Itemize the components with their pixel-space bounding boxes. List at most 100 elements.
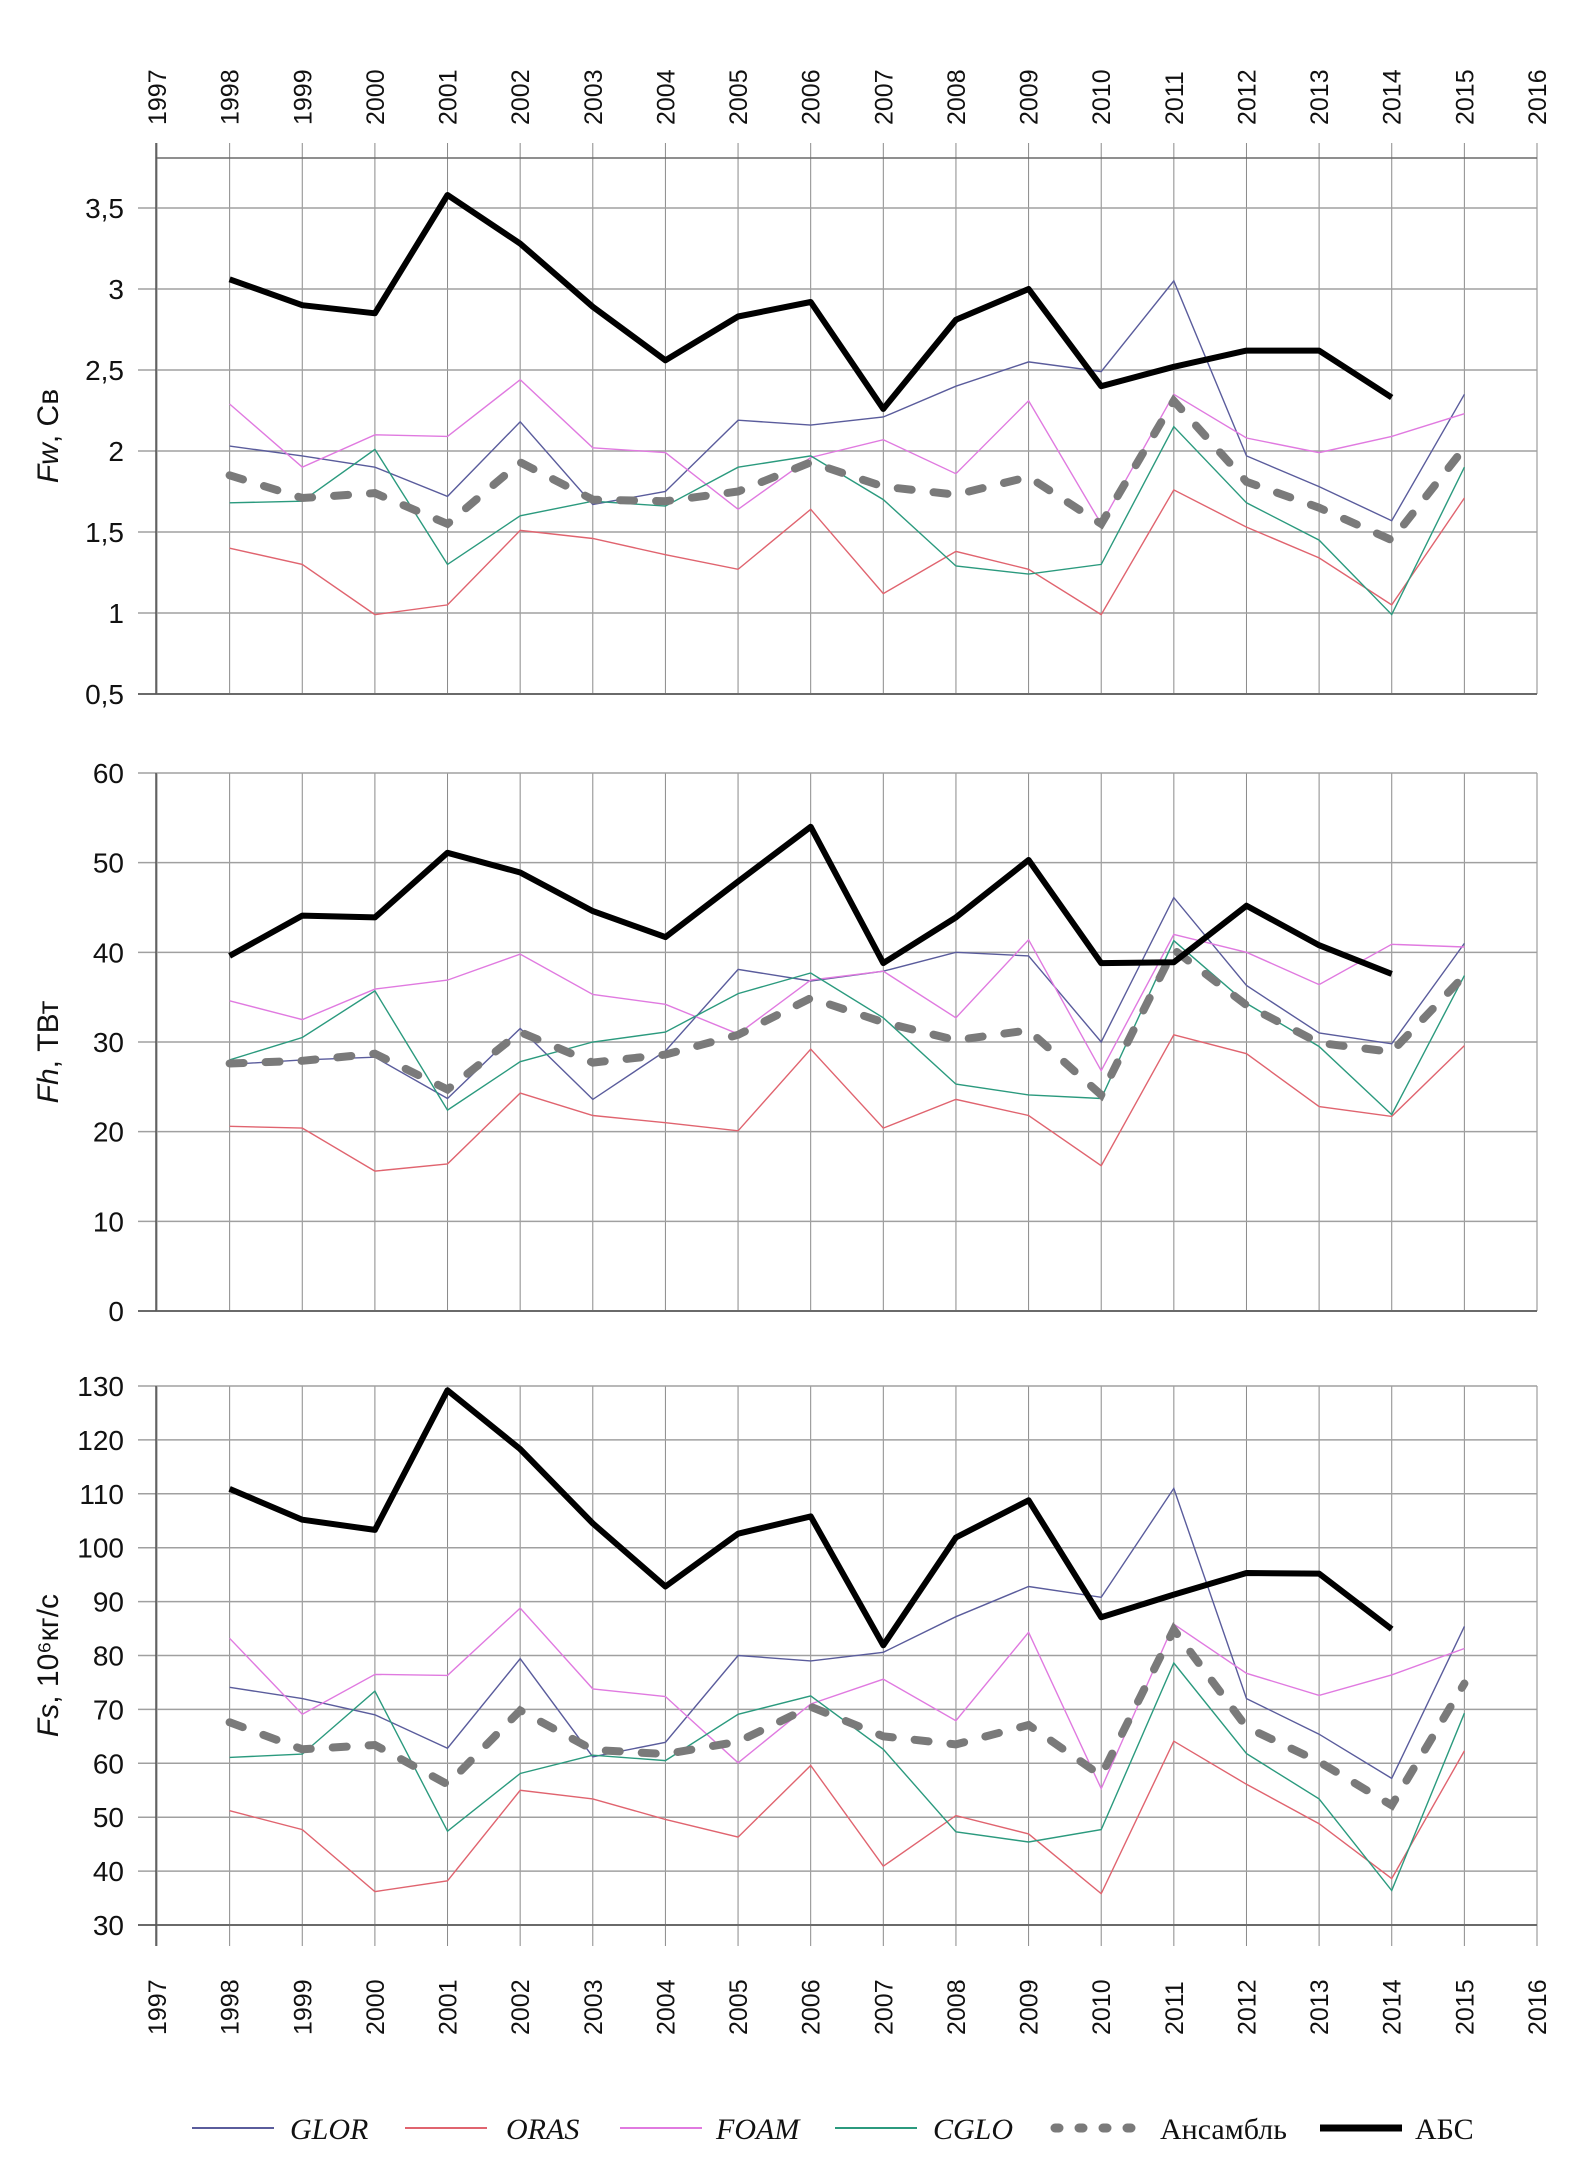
bottom-year-label: 1998	[217, 1979, 245, 2035]
top-year-label: 2001	[435, 69, 463, 125]
bottom-year-label: 2015	[1451, 1979, 1479, 2035]
panel-fs: 30 40 50 60 70 80 90 100 110 120 130 Fs, 10⁶кг/с	[32, 1371, 1538, 1946]
top-year-label: 2009	[1016, 69, 1044, 125]
y-tick-label: 80	[93, 1641, 124, 1672]
legend-label: Ансамбль	[1160, 2113, 1287, 2146]
legend-label: CGLO	[933, 2113, 1013, 2146]
bottom-year-label: 2002	[507, 1979, 535, 2035]
y-tick-label: 1,5	[85, 517, 124, 548]
top-year-axis: 1997 1998 1999 2000 2001 2002 2003 2004 2005 2006…	[144, 69, 1552, 125]
y-tick-label: 10	[93, 1206, 124, 1237]
y-axis-unit: , Св	[32, 389, 65, 443]
series-line-oras	[229, 1033, 1465, 1172]
y-tick-label: 50	[93, 848, 124, 879]
top-year-label: 2007	[870, 69, 898, 125]
y-tick-label: 0,5	[85, 679, 124, 710]
legend-item-abs: АБС	[1320, 2113, 1474, 2146]
bottom-year-label: 1997	[144, 1979, 172, 2035]
panel-fw: 0,5 1 1,5 2 2,5 3 3,5 Fw, Св	[32, 143, 1538, 710]
legend-item-cglo: CGLO	[835, 2113, 1013, 2146]
y-tick-label: 60	[93, 758, 124, 789]
top-year-label: 2000	[362, 69, 390, 125]
y-tick-label: 30	[93, 1910, 124, 1941]
top-year-label: 2012	[1233, 69, 1261, 125]
top-year-label: 2002	[507, 69, 535, 125]
top-year-label: 2010	[1088, 69, 1116, 125]
top-year-label: 2005	[725, 69, 753, 125]
bottom-year-label: 2016	[1524, 1979, 1552, 2035]
y-tick-label: 30	[93, 1027, 124, 1058]
series-line-foam	[229, 1607, 1465, 1791]
bottom-year-label: 2003	[580, 1979, 608, 2035]
series-line-glor	[229, 279, 1466, 522]
series-line-oras	[229, 1740, 1466, 1895]
series-line-cglo	[229, 939, 1466, 1116]
bottom-year-axis: 1997 1998 1999 2000 2001 2002 2003 2004 2005 2006…	[144, 1979, 1552, 2035]
top-year-label: 2011	[1161, 71, 1189, 125]
series-line-ens	[225, 943, 1469, 1102]
y-axis-title: Fs, 10⁶кг/с	[32, 1594, 65, 1737]
top-year-label: 2004	[652, 69, 680, 125]
legend-label: FOAM	[715, 2113, 801, 2146]
legend-item-glor: GLOR	[192, 2113, 368, 2146]
bottom-year-label: 2013	[1306, 1979, 1334, 2035]
y-tick-label: 100	[77, 1533, 124, 1564]
y-tick-label: 0	[108, 1296, 124, 1327]
y-tick-label: 130	[77, 1371, 124, 1402]
bottom-year-label: 2005	[725, 1979, 753, 2035]
legend-item-foam: FOAM	[620, 2113, 801, 2146]
top-year-label: 1998	[217, 69, 245, 125]
bottom-year-label: 2007	[870, 1979, 898, 2035]
y-tick-label: 90	[93, 1587, 124, 1618]
series-line-foam	[229, 933, 1465, 1073]
y-tick-label: 2	[108, 436, 124, 467]
bottom-year-label: 2009	[1016, 1979, 1044, 2035]
y-tick-label: 1	[108, 598, 124, 629]
top-year-label: 2003	[580, 69, 608, 125]
series-line-cglo	[229, 425, 1466, 616]
legend-label: ORAS	[506, 2113, 579, 2146]
bottom-year-label: 2011	[1161, 1981, 1189, 2035]
y-axis-title: Fw, Св	[32, 389, 65, 483]
bottom-year-label: 2001	[435, 1979, 463, 2035]
bottom-year-label: 1999	[289, 1979, 317, 2035]
series-line-ens	[225, 394, 1469, 546]
y-tick-label: 50	[93, 1802, 124, 1833]
series-line-ens	[225, 1621, 1469, 1811]
bottom-year-label: 2014	[1379, 1979, 1407, 2035]
bottom-year-label: 2008	[943, 1979, 971, 2035]
bottom-year-label: 2010	[1088, 1979, 1116, 2035]
y-axis-variable: Fs	[32, 1704, 65, 1737]
top-year-label: 1999	[289, 69, 317, 125]
top-year-label: 2008	[943, 69, 971, 125]
y-tick-label: 70	[93, 1694, 124, 1725]
series-line-foam	[229, 378, 1465, 526]
y-tick-label: 40	[93, 937, 124, 968]
legend-item-ens: Ансамбль	[1050, 2113, 1287, 2146]
y-tick-label: 20	[93, 1117, 124, 1148]
top-year-label: 2016	[1524, 69, 1552, 125]
series-line-cglo	[229, 1661, 1466, 1892]
top-year-label: 2013	[1306, 69, 1334, 125]
legend-label: GLOR	[290, 2113, 368, 2146]
series-line-oras	[229, 488, 1465, 616]
legend-label: АБС	[1415, 2113, 1474, 2146]
y-axis-unit: , ТВт	[32, 1000, 65, 1068]
top-year-label: 1997	[144, 69, 172, 125]
top-year-label: 2014	[1379, 69, 1407, 125]
panel-fh: 0 10 20 30 40 50 60 Fh, ТВт	[32, 758, 1538, 1327]
legend: GLOR ORAS FOAM CGLO Ансамбль АБС	[192, 2113, 1474, 2146]
y-tick-label: 110	[79, 1479, 124, 1510]
bottom-year-label: 2012	[1233, 1979, 1261, 2035]
y-axis-title: Fh, ТВт	[32, 1000, 65, 1103]
legend-item-oras: ORAS	[405, 2113, 579, 2146]
bottom-year-label: 2006	[798, 1979, 826, 2035]
y-tick-label: 60	[93, 1748, 124, 1779]
y-tick-label: 3,5	[85, 193, 124, 224]
y-tick-label: 120	[77, 1425, 124, 1456]
y-axis-unit: , 10⁶кг/с	[32, 1594, 65, 1704]
bottom-year-label: 2000	[362, 1979, 390, 2035]
y-tick-label: 3	[108, 274, 124, 305]
y-axis-variable: Fw	[32, 441, 65, 483]
